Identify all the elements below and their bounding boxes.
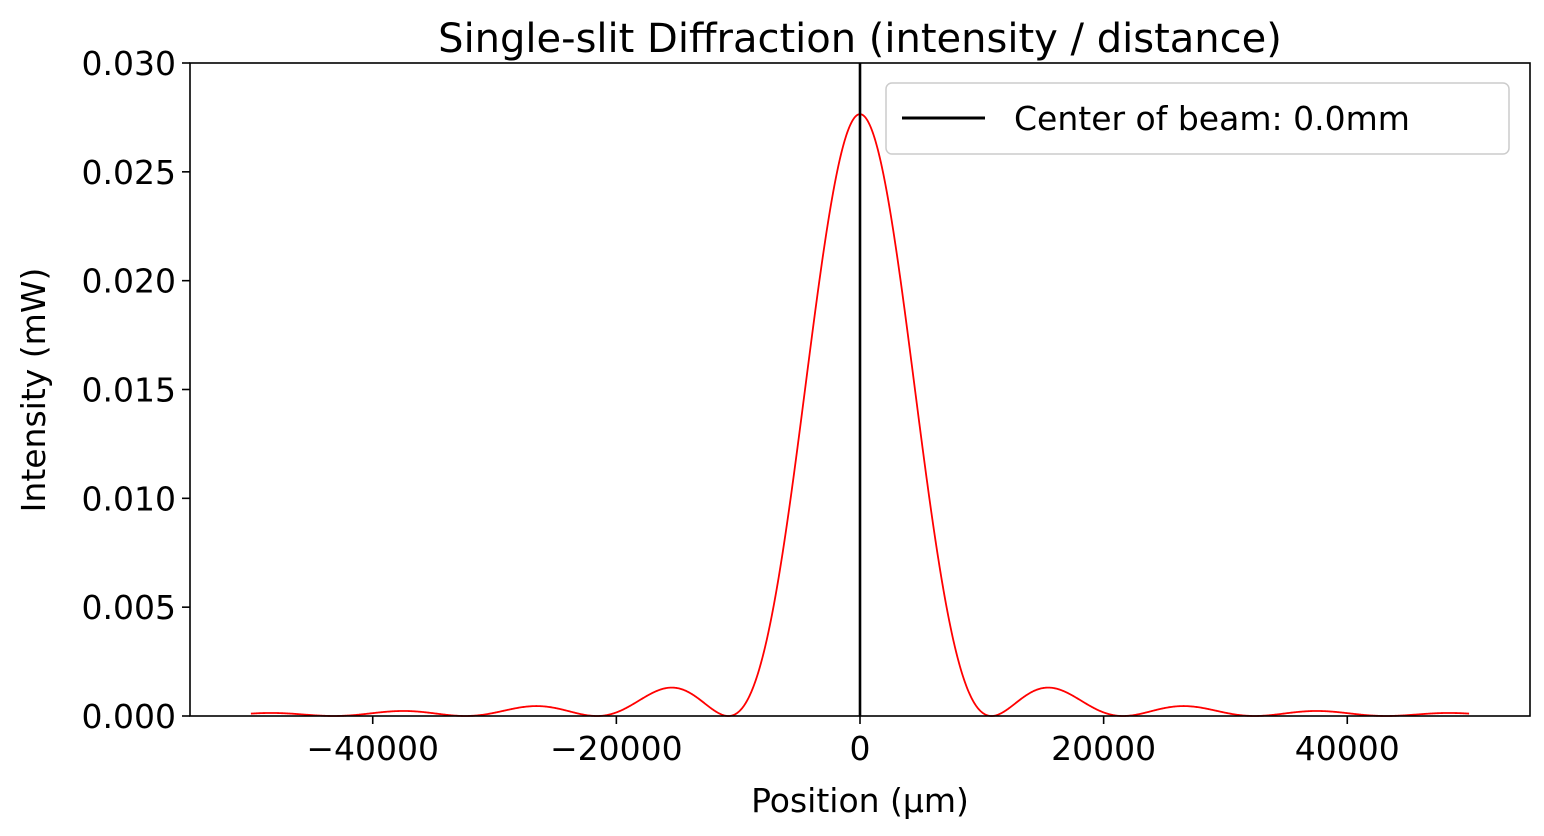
legend: Center of beam: 0.0mm [885,82,1510,155]
legend-entry-center-of-beam: Center of beam: 0.0mm [1014,99,1410,138]
y-tick-label: 0.015 [82,371,176,410]
x-tick-label: 20000 [1051,729,1156,768]
x-axis: −40000 −20000 0 20000 40000 [306,716,1400,768]
legend-box [885,82,1510,155]
x-tick-label: −40000 [306,729,439,768]
y-tick-label: 0.030 [82,44,176,83]
y-axis: 0.000 0.005 0.010 0.015 0.020 0.025 0.030 [82,44,190,736]
y-axis-label: Intensity (mW) [14,268,53,513]
y-tick-label: 0.020 [82,262,176,301]
x-tick-label: 40000 [1295,729,1400,768]
y-tick-label: 0.005 [82,588,176,627]
chart-title: Single-slit Diffraction (intensity / dis… [438,16,1282,62]
y-tick-label: 0.000 [82,697,176,736]
x-tick-label: 0 [850,729,871,768]
y-tick-label: 0.010 [82,479,176,518]
y-tick-label: 0.025 [82,153,176,192]
x-axis-label: Position (μm) [751,781,969,820]
x-tick-label: −20000 [550,729,683,768]
